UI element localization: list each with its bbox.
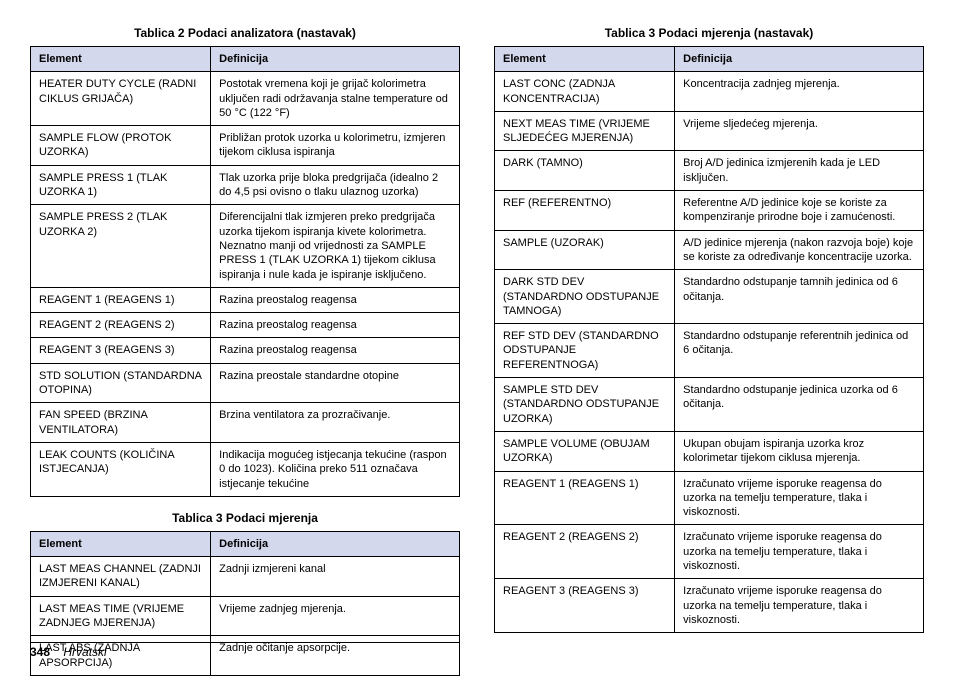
cell-element: DARK STD DEV (STANDARDNO ODSTUPANJE TAMN…: [495, 270, 675, 324]
cell-element: FAN SPEED (BRZINA VENTILATORA): [31, 403, 211, 443]
table-row: DARK (TAMNO)Broj A/D jedinica izmjerenih…: [495, 151, 924, 191]
page-language: Hrvatski: [63, 645, 106, 659]
cell-element: REAGENT 2 (REAGENS 2): [31, 313, 211, 338]
cell-definition: Razina preostalog reagensa: [211, 313, 460, 338]
cell-definition: Razina preostalog reagensa: [211, 338, 460, 363]
cell-definition: Brzina ventilatora za prozračivanje.: [211, 403, 460, 443]
table-row: LAST MEAS TIME (VRIJEME ZADNJEG MJERENJA…: [31, 596, 460, 636]
table-row: REAGENT 1 (REAGENS 1)Izračunato vrijeme …: [495, 471, 924, 525]
table-row: SAMPLE (UZORAK)A/D jedinice mjerenja (na…: [495, 230, 924, 270]
cell-definition: Indikacija mogućeg istjecanja tekućine (…: [211, 442, 460, 496]
cell-element: SAMPLE (UZORAK): [495, 230, 675, 270]
col-element: Element: [495, 47, 675, 72]
cell-element: LEAK COUNTS (KOLIČINA ISTJECANJA): [31, 442, 211, 496]
cell-element: STD SOLUTION (STANDARDNA OTOPINA): [31, 363, 211, 403]
table2: Element Definicija HEATER DUTY CYCLE (RA…: [30, 46, 460, 497]
table-row: REF (REFERENTNO)Referentne A/D jedinice …: [495, 191, 924, 231]
cell-element: REAGENT 1 (REAGENS 1): [31, 287, 211, 312]
table-row: SAMPLE PRESS 2 (TLAK UZORKA 2)Diferencij…: [31, 205, 460, 287]
cell-definition: Referentne A/D jedinice koje se koriste …: [675, 191, 924, 231]
page-number: 348: [30, 645, 50, 659]
cell-element: REAGENT 1 (REAGENS 1): [495, 471, 675, 525]
col-definition: Definicija: [211, 47, 460, 72]
cell-element: HEATER DUTY CYCLE (RADNI CIKLUS GRIJAČA): [31, 72, 211, 126]
table-row: LEAK COUNTS (KOLIČINA ISTJECANJA)Indikac…: [31, 442, 460, 496]
page-two-column: Tablica 2 Podaci analizatora (nastavak) …: [0, 0, 954, 690]
cell-definition: Izračunato vrijeme isporuke reagensa do …: [675, 579, 924, 633]
cell-element: SAMPLE FLOW (PROTOK UZORKA): [31, 126, 211, 166]
cell-definition: Razina preostalog reagensa: [211, 287, 460, 312]
page-footer: 348 Hrvatski: [30, 642, 460, 659]
cell-definition: Broj A/D jedinica izmjerenih kada je LED…: [675, 151, 924, 191]
cell-definition: Standardno odstupanje jedinica uzorka od…: [675, 378, 924, 432]
table-row: REAGENT 3 (REAGENS 3)Izračunato vrijeme …: [495, 579, 924, 633]
cell-definition: Koncentracija zadnjeg mjerenja.: [675, 72, 924, 112]
table-row: FAN SPEED (BRZINA VENTILATORA)Brzina ven…: [31, 403, 460, 443]
cell-definition: Izračunato vrijeme isporuke reagensa do …: [675, 471, 924, 525]
table-header-row: Element Definicija: [31, 47, 460, 72]
cell-element: REAGENT 2 (REAGENS 2): [495, 525, 675, 579]
col-element: Element: [31, 531, 211, 556]
cell-element: REAGENT 3 (REAGENS 3): [495, 579, 675, 633]
cell-element: REAGENT 3 (REAGENS 3): [31, 338, 211, 363]
col-definition: Definicija: [211, 531, 460, 556]
cell-element: SAMPLE PRESS 1 (TLAK UZORKA 1): [31, 165, 211, 205]
cell-definition: Standardno odstupanje referentnih jedini…: [675, 324, 924, 378]
cell-definition: Izračunato vrijeme isporuke reagensa do …: [675, 525, 924, 579]
table-header-row: Element Definicija: [495, 47, 924, 72]
cell-definition: Vrijeme zadnjeg mjerenja.: [211, 596, 460, 636]
table-row: REAGENT 2 (REAGENS 2)Izračunato vrijeme …: [495, 525, 924, 579]
cell-definition: Približan protok uzorka u kolorimetru, i…: [211, 126, 460, 166]
table-row: SAMPLE STD DEV (STANDARDNO ODSTUPANJE UZ…: [495, 378, 924, 432]
table-row: LAST CONC (ZADNJA KONCENTRACIJA)Koncentr…: [495, 72, 924, 112]
right-column: Tablica 3 Podaci mjerenja (nastavak) Ele…: [494, 20, 924, 690]
table-row: DARK STD DEV (STANDARDNO ODSTUPANJE TAMN…: [495, 270, 924, 324]
cell-element: SAMPLE STD DEV (STANDARDNO ODSTUPANJE UZ…: [495, 378, 675, 432]
cell-element: SAMPLE PRESS 2 (TLAK UZORKA 2): [31, 205, 211, 287]
table-row: SAMPLE PRESS 1 (TLAK UZORKA 1)Tlak uzork…: [31, 165, 460, 205]
cell-definition: Zadnji izmjereni kanal: [211, 557, 460, 597]
cell-element: NEXT MEAS TIME (VRIJEME SLJEDEĆEG MJEREN…: [495, 111, 675, 151]
table2-caption: Tablica 2 Podaci analizatora (nastavak): [30, 26, 460, 40]
table3a-caption: Tablica 3 Podaci mjerenja: [30, 511, 460, 525]
cell-definition: Vrijeme sljedećeg mjerenja.: [675, 111, 924, 151]
table2-body: HEATER DUTY CYCLE (RADNI CIKLUS GRIJAČA)…: [31, 72, 460, 497]
table-row: REAGENT 2 (REAGENS 2)Razina preostalog r…: [31, 313, 460, 338]
cell-element: LAST MEAS TIME (VRIJEME ZADNJEG MJERENJA…: [31, 596, 211, 636]
col-element: Element: [31, 47, 211, 72]
cell-definition: Diferencijalni tlak izmjeren preko predg…: [211, 205, 460, 287]
table3b-body: LAST CONC (ZADNJA KONCENTRACIJA)Koncentr…: [495, 72, 924, 633]
cell-element: LAST CONC (ZADNJA KONCENTRACIJA): [495, 72, 675, 112]
cell-definition: Standardno odstupanje tamnih jedinica od…: [675, 270, 924, 324]
table-row: REF STD DEV (STANDARDNO ODSTUPANJE REFER…: [495, 324, 924, 378]
cell-element: DARK (TAMNO): [495, 151, 675, 191]
cell-definition: Postotak vremena koji je grijač kolorime…: [211, 72, 460, 126]
table-row: NEXT MEAS TIME (VRIJEME SLJEDEĆEG MJEREN…: [495, 111, 924, 151]
cell-definition: Razina preostale standardne otopine: [211, 363, 460, 403]
table-row: SAMPLE VOLUME (OBUJAM UZORKA)Ukupan obuj…: [495, 431, 924, 471]
table-row: LAST MEAS CHANNEL (ZADNJI IZMJERENI KANA…: [31, 557, 460, 597]
table3b-caption: Tablica 3 Podaci mjerenja (nastavak): [494, 26, 924, 40]
cell-definition: Ukupan obujam ispiranja uzorka kroz kolo…: [675, 431, 924, 471]
table-header-row: Element Definicija: [31, 531, 460, 556]
left-column: Tablica 2 Podaci analizatora (nastavak) …: [30, 20, 460, 690]
table-row: REAGENT 1 (REAGENS 1)Razina preostalog r…: [31, 287, 460, 312]
col-definition: Definicija: [675, 47, 924, 72]
cell-element: SAMPLE VOLUME (OBUJAM UZORKA): [495, 431, 675, 471]
cell-definition: A/D jedinice mjerenja (nakon razvoja boj…: [675, 230, 924, 270]
table-row: REAGENT 3 (REAGENS 3)Razina preostalog r…: [31, 338, 460, 363]
cell-element: REF STD DEV (STANDARDNO ODSTUPANJE REFER…: [495, 324, 675, 378]
table-row: SAMPLE FLOW (PROTOK UZORKA)Približan pro…: [31, 126, 460, 166]
cell-element: REF (REFERENTNO): [495, 191, 675, 231]
table3b: Element Definicija LAST CONC (ZADNJA KON…: [494, 46, 924, 633]
cell-definition: Tlak uzorka prije bloka predgrijača (ide…: [211, 165, 460, 205]
table-row: HEATER DUTY CYCLE (RADNI CIKLUS GRIJAČA)…: [31, 72, 460, 126]
table-row: STD SOLUTION (STANDARDNA OTOPINA)Razina …: [31, 363, 460, 403]
cell-element: LAST MEAS CHANNEL (ZADNJI IZMJERENI KANA…: [31, 557, 211, 597]
